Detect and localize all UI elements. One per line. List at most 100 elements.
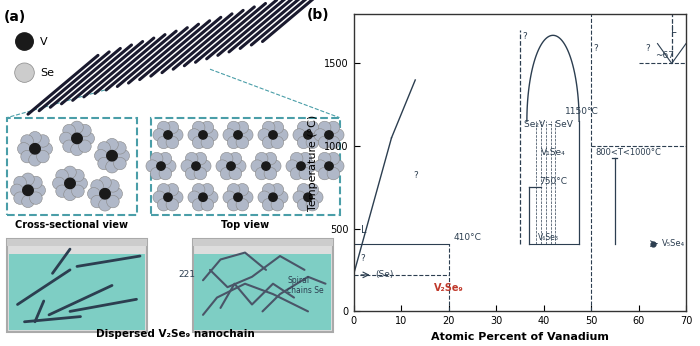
Circle shape xyxy=(75,177,88,190)
Circle shape xyxy=(318,152,331,165)
Circle shape xyxy=(106,161,118,173)
Text: ?: ? xyxy=(413,171,418,180)
Circle shape xyxy=(264,167,276,180)
Circle shape xyxy=(290,167,303,180)
Circle shape xyxy=(91,195,104,208)
FancyBboxPatch shape xyxy=(193,239,332,332)
Circle shape xyxy=(15,63,34,82)
Circle shape xyxy=(314,160,326,172)
Circle shape xyxy=(271,136,284,149)
Circle shape xyxy=(52,177,65,190)
Circle shape xyxy=(216,160,228,172)
Circle shape xyxy=(327,121,340,134)
Circle shape xyxy=(193,183,205,196)
Circle shape xyxy=(236,136,248,149)
Circle shape xyxy=(159,167,172,180)
Circle shape xyxy=(327,167,340,180)
Circle shape xyxy=(158,199,170,211)
Text: ?: ? xyxy=(522,33,527,42)
Circle shape xyxy=(332,129,344,141)
Circle shape xyxy=(71,143,83,156)
Circle shape xyxy=(201,136,214,149)
Text: Dispersed V₂Se₉ nanochain: Dispersed V₂Se₉ nanochain xyxy=(96,329,254,339)
Circle shape xyxy=(106,138,118,151)
Circle shape xyxy=(40,143,52,155)
Circle shape xyxy=(22,195,34,208)
Text: Se: Se xyxy=(41,68,55,78)
Circle shape xyxy=(220,152,233,165)
Circle shape xyxy=(314,129,326,141)
Circle shape xyxy=(21,151,34,163)
Circle shape xyxy=(153,191,166,203)
Circle shape xyxy=(293,129,305,141)
Circle shape xyxy=(193,136,205,149)
Text: Top view: Top view xyxy=(221,220,269,230)
Circle shape xyxy=(262,136,275,149)
Circle shape xyxy=(228,136,240,149)
Text: Se₂V – SeV: Se₂V – SeV xyxy=(524,120,573,129)
Circle shape xyxy=(298,136,310,149)
Circle shape xyxy=(271,183,284,196)
Circle shape xyxy=(306,199,318,211)
Circle shape xyxy=(311,191,323,203)
Circle shape xyxy=(293,191,305,203)
FancyBboxPatch shape xyxy=(8,254,146,330)
Circle shape xyxy=(71,121,83,134)
Circle shape xyxy=(256,152,268,165)
Circle shape xyxy=(193,121,205,134)
FancyBboxPatch shape xyxy=(193,239,332,246)
Circle shape xyxy=(36,135,49,147)
Text: ?: ? xyxy=(360,254,365,263)
Circle shape xyxy=(193,199,205,211)
Circle shape xyxy=(64,178,76,189)
Circle shape xyxy=(236,121,248,134)
Circle shape xyxy=(60,132,72,145)
Circle shape xyxy=(234,131,242,139)
Circle shape xyxy=(166,136,179,149)
Circle shape xyxy=(99,176,111,189)
Circle shape xyxy=(311,129,323,141)
Circle shape xyxy=(306,121,318,134)
Circle shape xyxy=(234,160,246,172)
Circle shape xyxy=(234,193,242,201)
Text: (Se): (Se) xyxy=(375,270,393,279)
Circle shape xyxy=(227,162,235,170)
Circle shape xyxy=(14,176,27,189)
Text: 221: 221 xyxy=(178,270,196,279)
Circle shape xyxy=(269,131,277,139)
Circle shape xyxy=(297,162,305,170)
Text: Spiral
chains Se: Spiral chains Se xyxy=(287,276,323,295)
Circle shape xyxy=(106,195,119,208)
Circle shape xyxy=(258,129,270,141)
Circle shape xyxy=(194,167,206,180)
Circle shape xyxy=(99,199,111,211)
Circle shape xyxy=(236,183,248,196)
Circle shape xyxy=(186,152,198,165)
Circle shape xyxy=(63,124,76,137)
Circle shape xyxy=(14,192,27,204)
Circle shape xyxy=(220,167,233,180)
Text: ~67: ~67 xyxy=(655,51,674,60)
Circle shape xyxy=(71,185,84,198)
Text: V₂Se₉: V₂Se₉ xyxy=(433,283,463,293)
Circle shape xyxy=(206,129,218,141)
Text: 410°C: 410°C xyxy=(454,233,481,242)
Circle shape xyxy=(199,131,207,139)
Circle shape xyxy=(71,133,83,144)
Circle shape xyxy=(275,191,288,203)
Circle shape xyxy=(110,188,122,200)
Circle shape xyxy=(262,121,275,134)
Circle shape xyxy=(332,160,344,172)
Text: ?: ? xyxy=(594,44,598,53)
Circle shape xyxy=(88,188,100,200)
Circle shape xyxy=(36,151,49,163)
Circle shape xyxy=(306,183,318,196)
Circle shape xyxy=(98,157,111,170)
Circle shape xyxy=(271,199,284,211)
Circle shape xyxy=(157,162,165,170)
FancyBboxPatch shape xyxy=(7,118,136,215)
Circle shape xyxy=(94,149,107,162)
Circle shape xyxy=(299,167,312,180)
Circle shape xyxy=(63,140,76,153)
Circle shape xyxy=(264,152,276,165)
